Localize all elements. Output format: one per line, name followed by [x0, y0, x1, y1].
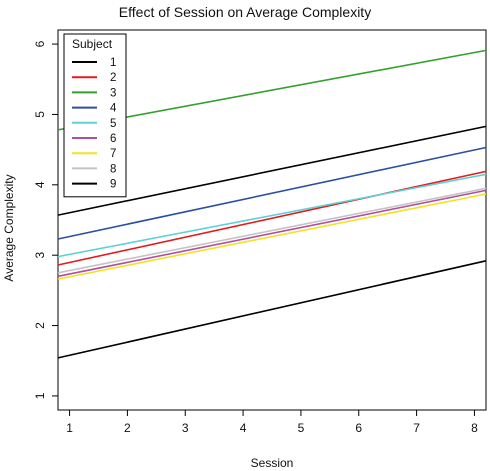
legend-item: 2 [72, 72, 116, 84]
legend-label: 2 [110, 72, 116, 84]
x-axis-label: Session [251, 456, 294, 470]
x-tick-label: 1 [66, 421, 73, 435]
y-axis: 1 2 3 4 5 6 [33, 40, 58, 399]
x-tick-label: 4 [240, 421, 247, 435]
legend-title: Subject [72, 37, 113, 51]
legend-item: 8 [72, 163, 116, 175]
x-tick-label: 7 [413, 421, 420, 435]
y-axis-label: Average Complexity [2, 174, 16, 281]
legend-item: 6 [72, 133, 116, 145]
x-tick-label: 2 [124, 421, 131, 435]
legend-label: 8 [110, 163, 116, 175]
y-tick-label: 1 [33, 392, 47, 399]
legend: Subject 1 2 3 4 5 6 7 8 9 [63, 33, 127, 198]
series-line-1 [57, 125, 487, 216]
legend-box [63, 33, 127, 198]
x-tick-label: 3 [182, 421, 189, 435]
series-line-5 [57, 173, 487, 258]
legend-items: 1 2 3 4 5 6 7 8 9 [72, 57, 117, 191]
y-tick-label: 3 [33, 252, 47, 259]
chart-title: Effect of Session on Average Complexity [119, 4, 371, 20]
y-tick-label: 5 [33, 111, 47, 118]
series-layer [57, 49, 487, 359]
legend-label: 1 [110, 57, 116, 69]
x-tick-label: 6 [355, 421, 362, 435]
legend-item: 3 [72, 87, 116, 99]
x-tick-label: 8 [471, 421, 478, 435]
legend-item: 4 [72, 103, 117, 115]
legend-label: 3 [110, 87, 116, 99]
legend-label: 6 [110, 133, 116, 145]
legend-item: 7 [72, 148, 116, 160]
series-line-9 [57, 260, 487, 359]
series-line-4 [57, 146, 487, 240]
series-line-3 [57, 49, 487, 131]
x-axis: 1 2 3 4 5 6 7 8 [66, 410, 478, 435]
legend-label: 7 [110, 148, 116, 160]
y-tick-label: 6 [33, 40, 47, 47]
legend-label: 5 [110, 118, 116, 130]
legend-label: 4 [110, 103, 117, 115]
legend-item: 5 [72, 118, 116, 130]
y-tick-label: 2 [33, 322, 47, 329]
plot-frame [57, 29, 487, 411]
y-tick-label: 4 [33, 181, 47, 188]
plot-area [57, 29, 487, 411]
series-line-7 [57, 193, 487, 280]
x-tick-label: 5 [298, 421, 305, 435]
legend-item: 1 [72, 57, 116, 69]
series-line-8 [57, 187, 487, 274]
series-line-6 [57, 189, 487, 278]
legend-item: 9 [72, 179, 116, 191]
series-line-2 [57, 170, 487, 266]
legend-label: 9 [110, 179, 116, 191]
